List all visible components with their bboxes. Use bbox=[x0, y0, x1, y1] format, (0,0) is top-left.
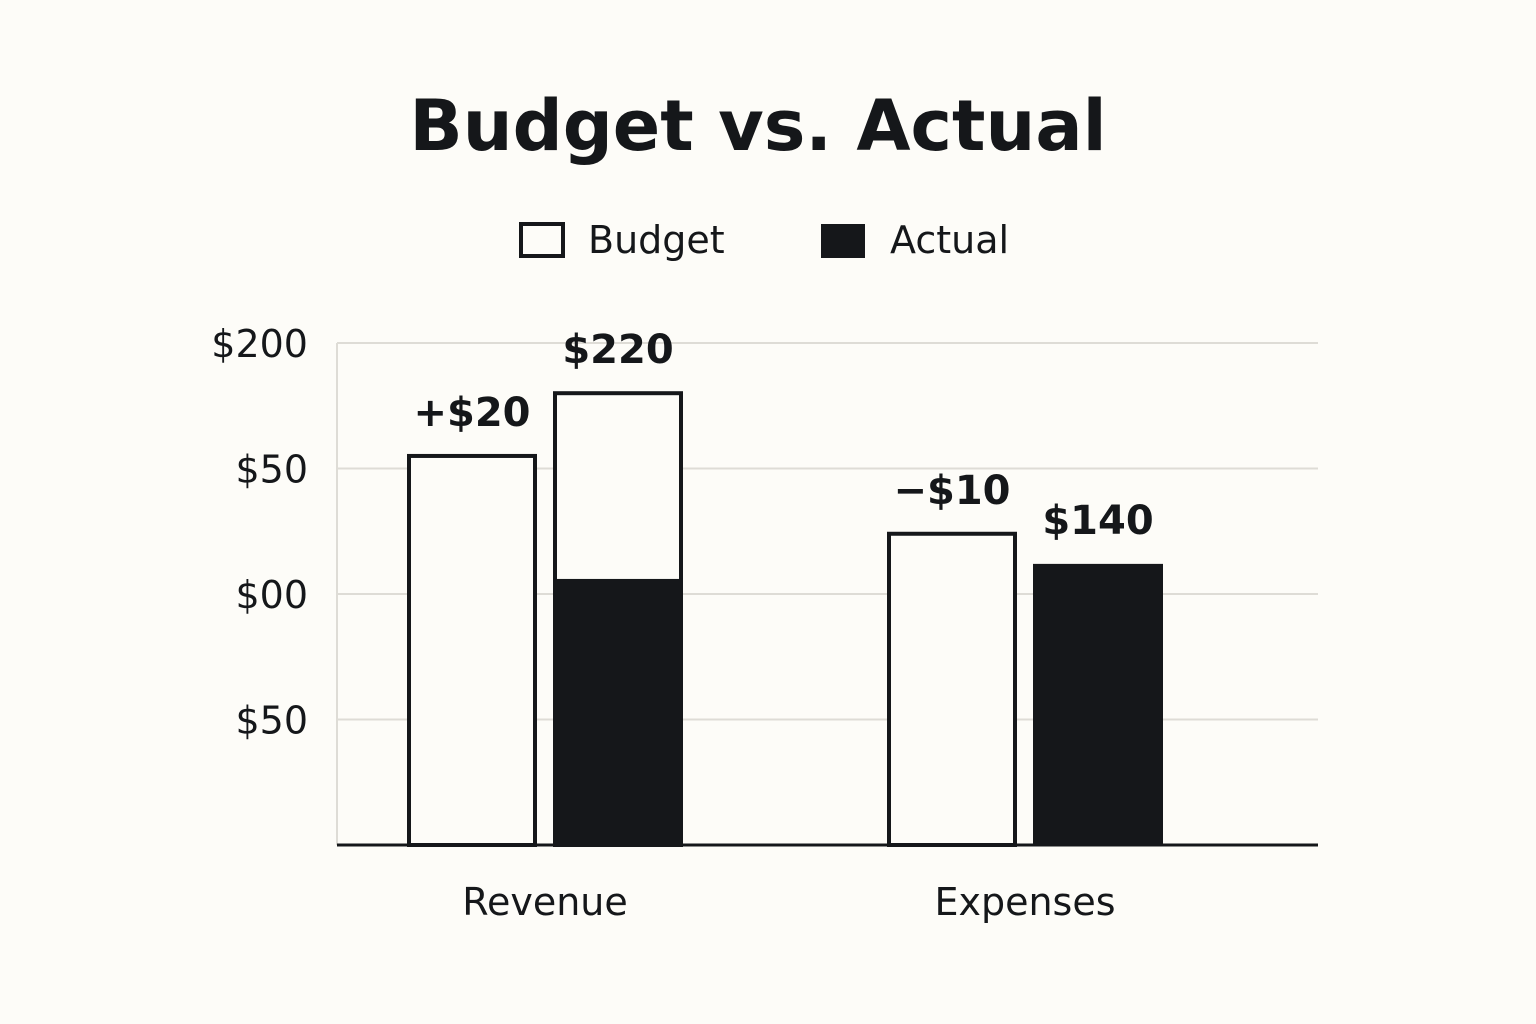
y-tick-label: $00 bbox=[235, 573, 308, 617]
legend-label-budget: Budget bbox=[588, 218, 725, 262]
data-label: −$10 bbox=[893, 468, 1010, 514]
legend: Budget Actual bbox=[519, 218, 1009, 262]
data-label: $220 bbox=[562, 327, 673, 373]
bar-budget-revenue bbox=[407, 453, 537, 847]
y-tick-label: $200 bbox=[211, 322, 308, 366]
data-label: +$20 bbox=[413, 390, 530, 436]
data-labels: +$20 $220 −$10 $140 bbox=[413, 327, 1153, 544]
y-tick-label: $50 bbox=[235, 699, 308, 743]
bar-actual-revenue bbox=[553, 578, 683, 845]
bars bbox=[407, 391, 1163, 847]
data-label: $140 bbox=[1042, 498, 1153, 544]
legend-swatch-budget bbox=[519, 222, 565, 258]
x-category-label: Expenses bbox=[934, 880, 1115, 924]
legend-swatch-actual bbox=[821, 224, 865, 258]
bar-budget-expenses bbox=[887, 531, 1017, 847]
chart-title: Budget vs. Actual bbox=[409, 85, 1106, 167]
y-tick-label: $50 bbox=[235, 448, 308, 492]
axes: $200 $50 $00 $50 Revenue Expenses bbox=[211, 322, 1318, 924]
x-category-label: Revenue bbox=[462, 880, 628, 924]
legend-label-actual: Actual bbox=[890, 218, 1009, 262]
bar-actual-expenses bbox=[1033, 563, 1163, 845]
